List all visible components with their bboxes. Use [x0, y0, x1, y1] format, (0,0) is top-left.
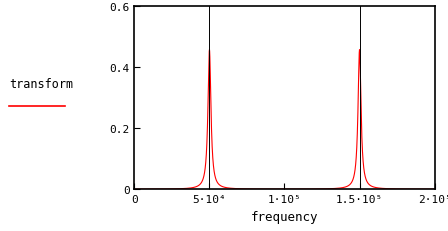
Text: transform: transform — [9, 78, 73, 91]
X-axis label: frequency: frequency — [251, 210, 318, 223]
